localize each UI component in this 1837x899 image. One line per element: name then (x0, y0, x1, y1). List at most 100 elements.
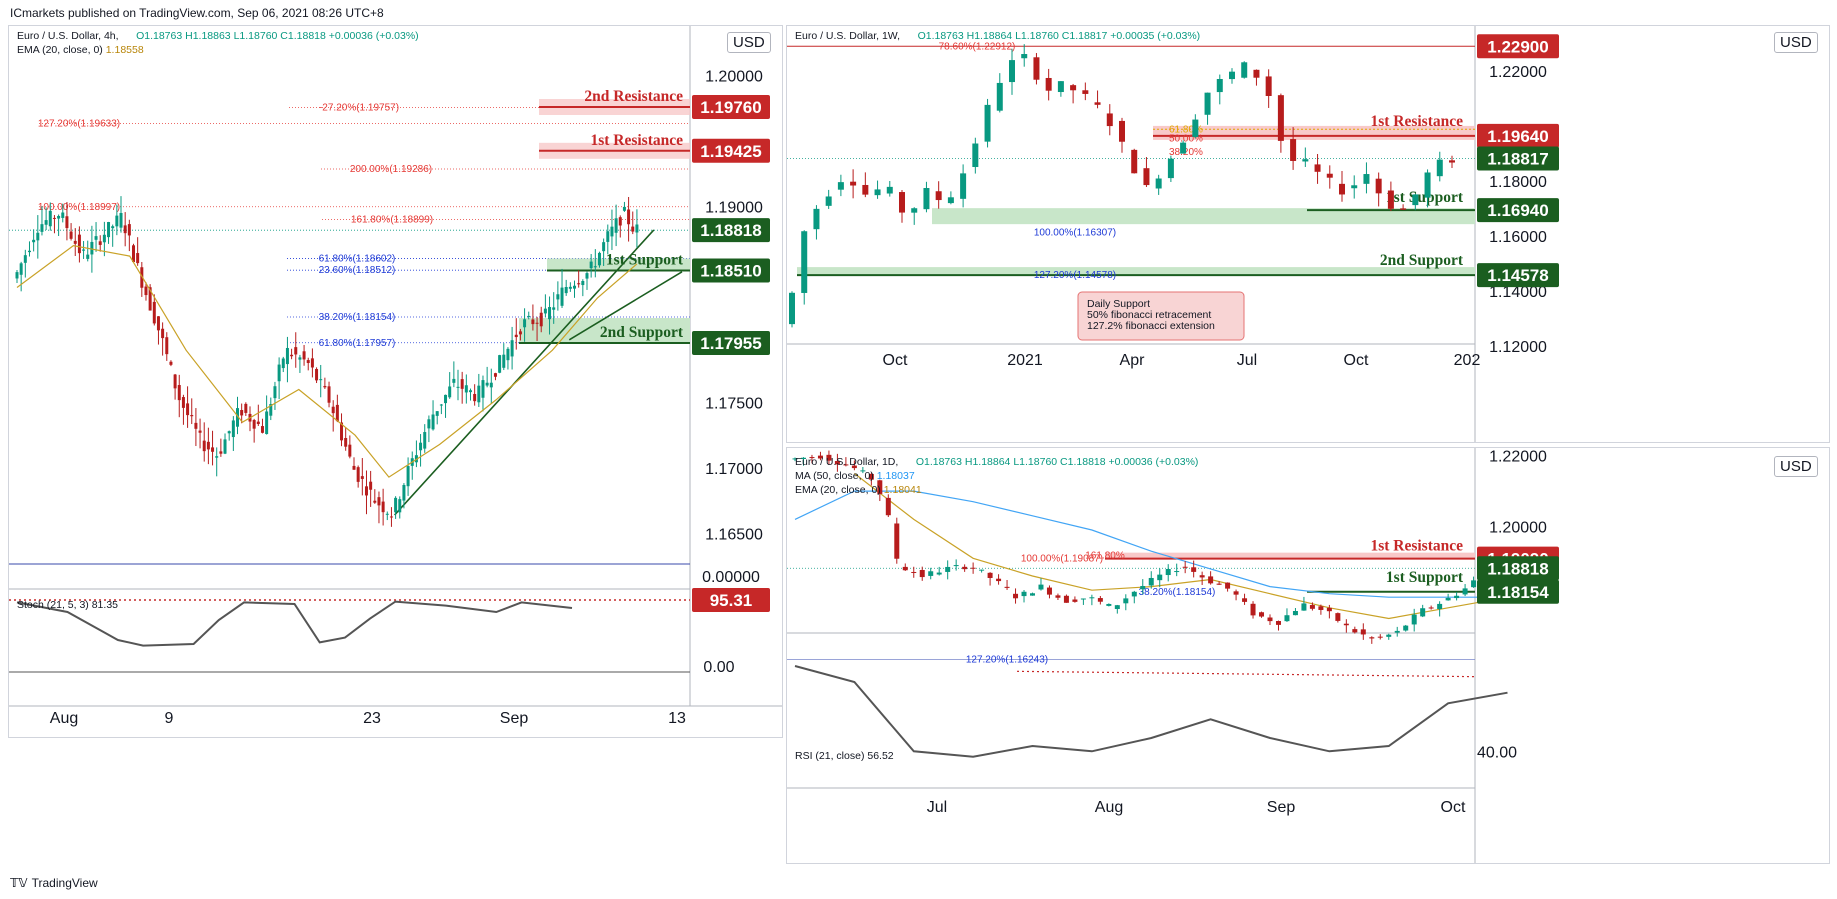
chart-1w-canvas[interactable]: 78.60%(1.22912) 1st Resistance 61.80%50.00… (787, 26, 1829, 442)
rsi-label: RSI (21, close) (795, 750, 865, 762)
candle-body (1033, 57, 1040, 80)
footer-brand[interactable]: 𝕋𝕍 TradingView (10, 876, 98, 890)
fib-label: 127.20%(1.16243) (966, 654, 1048, 665)
candle-body (335, 404, 339, 422)
candle-body (622, 206, 626, 211)
candle-body (568, 286, 572, 289)
candle-body (1082, 90, 1089, 94)
candle-body (94, 236, 98, 240)
last-price-badge (692, 218, 770, 243)
time-tick: Oct (883, 352, 908, 369)
candle-body (369, 481, 373, 490)
support1-badge (692, 258, 770, 283)
open-value: O1.18763 (917, 30, 964, 42)
chart-panel-1w[interactable]: 78.60%(1.22912) 1st Resistance 61.80% 50.00… (786, 25, 1830, 443)
support2-badge (1477, 263, 1559, 288)
candle-body (631, 226, 635, 232)
candle-body (323, 385, 327, 388)
currency-button[interactable]: USD (1774, 456, 1818, 477)
candle-body (1021, 591, 1027, 597)
tradingview-logo-icon: 𝕋𝕍 (10, 876, 28, 890)
candle-body (1265, 76, 1272, 97)
candle-body (468, 390, 472, 393)
candle-body (527, 315, 531, 317)
candle-body (789, 292, 795, 325)
candle-body (618, 217, 622, 226)
candle-body (911, 208, 918, 213)
candle-body (1204, 92, 1211, 115)
candle-body (923, 188, 930, 210)
low-value: L1.18760 (1013, 456, 1058, 468)
candle-body (331, 406, 335, 414)
ma-label: MA (50, close, 0) (795, 470, 874, 482)
candle-body (82, 249, 86, 251)
chart-4h-canvas[interactable]: -27.20%(1.19757) 127.20%(1.19633) 200.00%(… (9, 26, 782, 737)
chart-1d-canvas[interactable]: 1st Resistance 100.00%(1.19087)161.80% 1st… (787, 448, 1829, 863)
candle-body (211, 447, 215, 452)
chart-panel-1d[interactable]: 1st Resistance 100.00%(1.19087) 161.80% 1st… (786, 447, 1830, 864)
candle-body (523, 319, 527, 328)
candle-body (1454, 595, 1460, 599)
currency-button[interactable]: USD (727, 32, 771, 53)
fib-label: 23.60%(1.18512) (319, 265, 396, 276)
candle-body (860, 470, 866, 472)
fib-label: 161.80%(1.18899) (351, 215, 433, 226)
uptrend-line (568, 271, 683, 341)
candle-body (1449, 160, 1455, 163)
candle-body (1046, 587, 1052, 595)
candle-body (850, 181, 857, 186)
candle-body (327, 386, 331, 403)
candle-body (398, 499, 402, 513)
candle-body (136, 253, 140, 264)
change-value: +0.00035 (+0.03%) (1110, 30, 1201, 42)
candle-body (1250, 603, 1256, 616)
time-tick: Aug (50, 710, 78, 727)
candle-body (506, 348, 510, 361)
candle-body (223, 439, 227, 454)
zero-axis-label: 0.00000 (702, 569, 760, 586)
time-tick: Apr (1120, 352, 1146, 369)
candle-body (1229, 71, 1235, 80)
candle-body (1216, 583, 1222, 585)
candle-body (144, 286, 148, 296)
candle-body (987, 572, 993, 578)
candle-body (1013, 593, 1019, 599)
ema-label: EMA (20, close, 0) (795, 484, 881, 496)
candle-body (1335, 613, 1341, 621)
price-tick: 1.20000 (1489, 519, 1547, 536)
candle-body (635, 224, 639, 233)
candle-body (996, 578, 1002, 582)
candle-body (61, 212, 65, 218)
price-tick: 1.19000 (705, 199, 763, 216)
change-value: +0.00036 (+0.03%) (328, 30, 419, 42)
candle-body (834, 461, 840, 465)
price-tick: 1.22000 (1489, 64, 1547, 81)
currency-button[interactable]: USD (1774, 32, 1818, 53)
candle-body (294, 347, 298, 355)
symbol-label: Euro / U.S. Dollar, 1W, (795, 30, 901, 42)
resistance1-badge (692, 138, 770, 163)
note-line: Daily Support (1087, 298, 1150, 310)
level-label: 1st Support (1386, 189, 1464, 206)
candle-body (1057, 81, 1064, 93)
candle-body (1199, 575, 1205, 578)
candle-body (481, 380, 485, 398)
candle-body (947, 197, 954, 204)
candle-body (86, 254, 90, 259)
candle-body (198, 430, 202, 433)
candle-body (1143, 168, 1150, 186)
candle-body (868, 473, 874, 480)
candle-body (945, 566, 951, 572)
chart-panel-4h[interactable]: -27.20%(1.19757) 127.20%(1.19633) 200.00%(… (8, 25, 783, 738)
candle-body (851, 465, 857, 469)
fib-label: 100.00%(1.16307) (1034, 227, 1116, 238)
candle-body (65, 216, 69, 229)
candle-body (1301, 603, 1307, 611)
candle-body (1412, 194, 1419, 206)
candle-body (260, 426, 264, 433)
time-tick: 2021 (1007, 352, 1043, 369)
support2-badge (692, 331, 770, 356)
rsi-value: 56.52 (867, 750, 894, 762)
candle-body (1302, 159, 1309, 162)
candle-body (1369, 637, 1375, 639)
